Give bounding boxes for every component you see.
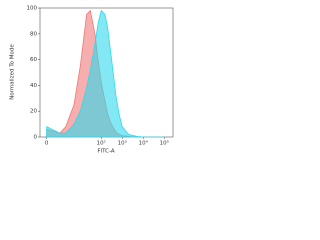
y-tick-label: 20 <box>30 109 37 115</box>
x-tick-label: 10⁴ <box>139 140 149 147</box>
x-tick-label: 10³ <box>118 140 127 147</box>
y-tick-label: 40 <box>30 83 37 89</box>
x-tick-label: 10² <box>97 140 106 147</box>
x-tick-label: 0 <box>45 141 49 147</box>
histogram-area <box>46 9 165 138</box>
y-tick-label: 80 <box>30 31 37 37</box>
y-tick-label: 0 <box>34 135 38 141</box>
x-tick-label: 10⁵ <box>160 140 169 147</box>
chart: FITC-A Normalized To Mode 0 20 40 60 80 100 0 1… <box>10 6 174 155</box>
y-tick-label: 60 <box>30 57 37 63</box>
y-tick-label: 100 <box>27 6 38 12</box>
y-axis-label: Normalized To Mode <box>10 44 16 100</box>
x-axis-label: FITC-A <box>97 149 115 155</box>
